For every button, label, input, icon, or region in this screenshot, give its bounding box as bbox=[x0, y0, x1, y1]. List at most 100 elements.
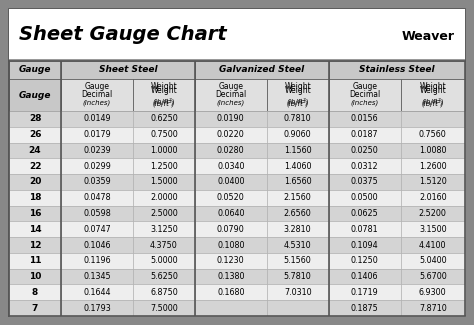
Bar bbox=[401, 269, 465, 284]
Bar bbox=[133, 269, 195, 284]
Text: 18: 18 bbox=[29, 193, 41, 202]
Bar bbox=[61, 190, 133, 206]
Text: Weight: Weight bbox=[419, 86, 446, 95]
Text: 0.0187: 0.0187 bbox=[351, 130, 378, 139]
Text: 1.4060: 1.4060 bbox=[284, 162, 311, 171]
Bar bbox=[61, 206, 133, 221]
Bar bbox=[195, 158, 267, 174]
Bar bbox=[61, 269, 133, 284]
Bar bbox=[61, 221, 133, 237]
Text: 1.0080: 1.0080 bbox=[419, 146, 447, 155]
Bar bbox=[9, 253, 61, 269]
Text: 0.0179: 0.0179 bbox=[83, 130, 111, 139]
Text: 2.5000: 2.5000 bbox=[150, 209, 178, 218]
Bar bbox=[267, 284, 328, 300]
Bar bbox=[328, 143, 401, 158]
Text: 0.0312: 0.0312 bbox=[351, 162, 378, 171]
Bar bbox=[195, 190, 267, 206]
Bar bbox=[61, 253, 133, 269]
Bar bbox=[195, 300, 267, 316]
Text: 2.6560: 2.6560 bbox=[284, 209, 311, 218]
Text: 0.0598: 0.0598 bbox=[83, 209, 111, 218]
Bar bbox=[267, 221, 328, 237]
Bar bbox=[267, 127, 328, 143]
Text: 0.0239: 0.0239 bbox=[83, 146, 111, 155]
Text: 4.4100: 4.4100 bbox=[419, 240, 447, 250]
Bar bbox=[267, 300, 328, 316]
Text: 7.5000: 7.5000 bbox=[150, 304, 178, 313]
Bar bbox=[9, 9, 465, 59]
Bar bbox=[133, 284, 195, 300]
Text: 8: 8 bbox=[32, 288, 38, 297]
Text: Galvanized Steel: Galvanized Steel bbox=[219, 66, 304, 74]
Bar bbox=[9, 61, 61, 79]
Bar bbox=[133, 158, 195, 174]
Bar bbox=[61, 79, 133, 111]
Bar bbox=[133, 79, 195, 111]
Text: 11: 11 bbox=[29, 256, 41, 265]
Text: 0.0340: 0.0340 bbox=[217, 162, 245, 171]
Bar bbox=[133, 221, 195, 237]
Text: Decimal: Decimal bbox=[349, 90, 380, 99]
Text: 1.2500: 1.2500 bbox=[150, 162, 178, 171]
Bar bbox=[267, 79, 328, 111]
Text: Weight: Weight bbox=[284, 82, 311, 91]
Text: 5.7810: 5.7810 bbox=[284, 272, 311, 281]
Bar bbox=[9, 111, 61, 127]
Text: Stainless Steel: Stainless Steel bbox=[359, 66, 435, 74]
Text: Decimal: Decimal bbox=[215, 90, 246, 99]
Bar bbox=[195, 143, 267, 158]
Bar bbox=[195, 79, 267, 111]
Bar bbox=[401, 237, 465, 253]
Text: 3.1500: 3.1500 bbox=[419, 225, 447, 234]
Text: 0.1719: 0.1719 bbox=[351, 288, 379, 297]
Bar bbox=[195, 269, 267, 284]
Text: 1.0000: 1.0000 bbox=[150, 146, 178, 155]
Bar bbox=[267, 174, 328, 190]
Bar bbox=[401, 221, 465, 237]
Text: 0.1406: 0.1406 bbox=[351, 272, 378, 281]
Bar bbox=[328, 158, 401, 174]
Bar bbox=[61, 284, 133, 300]
Bar bbox=[401, 190, 465, 206]
Text: Gauge: Gauge bbox=[19, 66, 51, 74]
Bar bbox=[195, 253, 267, 269]
Bar bbox=[9, 269, 61, 284]
Bar bbox=[195, 237, 267, 253]
Text: 0.1875: 0.1875 bbox=[351, 304, 379, 313]
Text: 7: 7 bbox=[32, 304, 38, 313]
Bar bbox=[401, 111, 465, 127]
Text: Weight: Weight bbox=[284, 86, 311, 95]
Bar bbox=[328, 206, 401, 221]
Text: Gauge: Gauge bbox=[84, 82, 109, 91]
Bar bbox=[328, 79, 401, 111]
Bar bbox=[9, 300, 61, 316]
Bar bbox=[328, 221, 401, 237]
Text: 0.1793: 0.1793 bbox=[83, 304, 111, 313]
Text: 22: 22 bbox=[29, 162, 41, 171]
Bar bbox=[133, 143, 195, 158]
Bar bbox=[267, 190, 328, 206]
Bar bbox=[195, 221, 267, 237]
Text: (lb/ft²): (lb/ft²) bbox=[153, 99, 175, 107]
Bar bbox=[133, 174, 195, 190]
Text: 0.7810: 0.7810 bbox=[284, 114, 311, 124]
Bar bbox=[195, 111, 267, 127]
Bar bbox=[61, 158, 133, 174]
Text: 0.0149: 0.0149 bbox=[83, 114, 111, 124]
Bar bbox=[267, 237, 328, 253]
Text: 3.1250: 3.1250 bbox=[150, 225, 178, 234]
Bar bbox=[133, 237, 195, 253]
Bar bbox=[328, 284, 401, 300]
Bar bbox=[401, 206, 465, 221]
Text: (inches): (inches) bbox=[83, 100, 111, 106]
Text: Gauge: Gauge bbox=[352, 82, 377, 91]
Bar bbox=[133, 111, 195, 127]
Bar bbox=[61, 174, 133, 190]
Text: 0.0375: 0.0375 bbox=[351, 177, 379, 187]
Bar bbox=[401, 127, 465, 143]
Text: 1.1560: 1.1560 bbox=[284, 146, 311, 155]
Text: 0.0250: 0.0250 bbox=[351, 146, 379, 155]
Bar bbox=[401, 174, 465, 190]
Bar bbox=[401, 79, 465, 111]
